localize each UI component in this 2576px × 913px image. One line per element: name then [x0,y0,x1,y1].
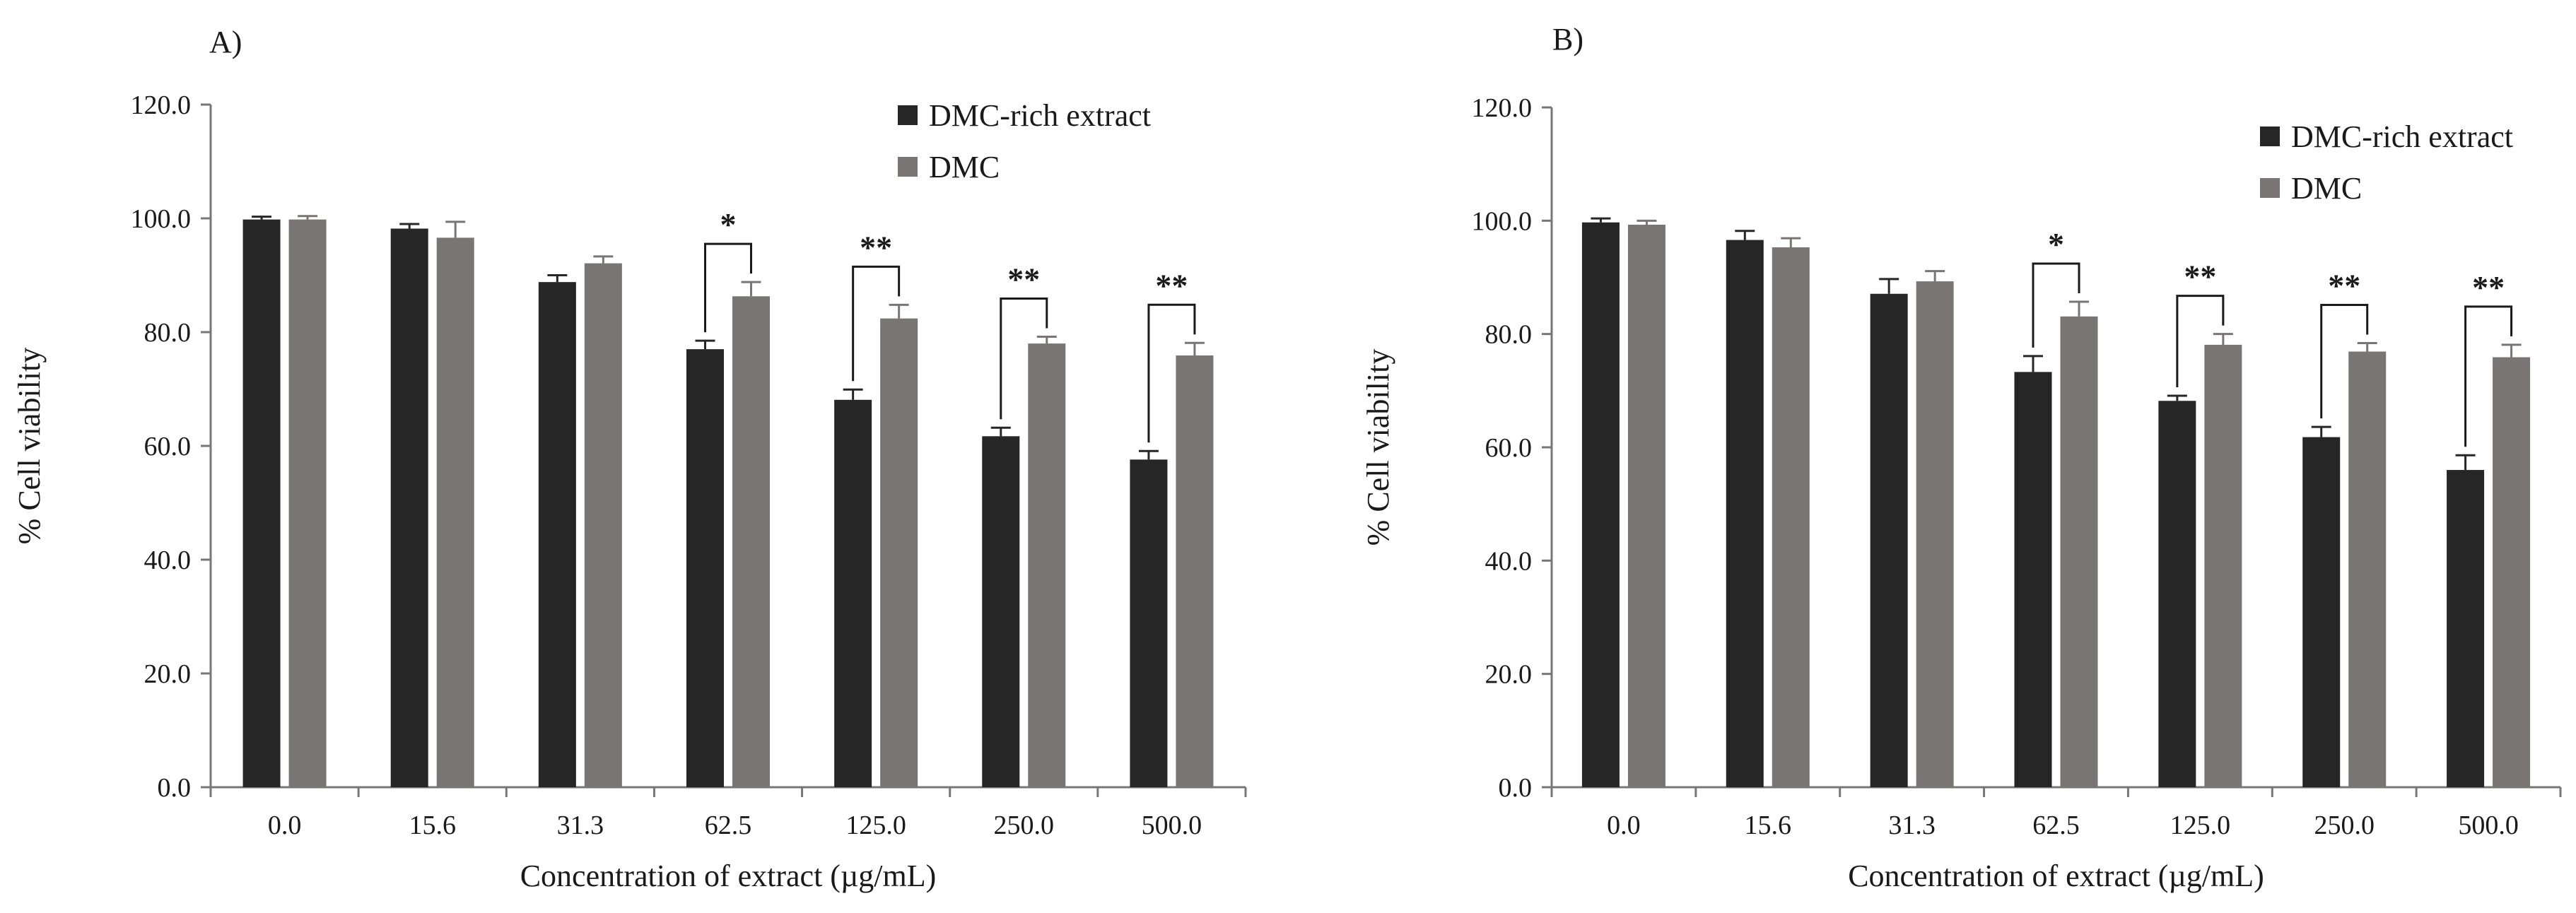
significance-bracket [704,242,752,333]
bar-dmc-rich-extract [2302,437,2341,787]
bar-dmc-rich-extract [1726,240,1764,788]
bar-dmc [732,296,770,787]
x-tick-label: 0.0 [268,811,302,840]
legend-swatch-dmc-rich-extract [898,105,918,125]
bar-dmc [2060,316,2098,787]
y-tick-label: 0.0 [1499,773,1533,803]
significance-bracket [2032,262,2080,348]
legend: DMC-rich extract DMC [2260,119,2513,206]
legend-label: DMC-rich extract [2291,119,2513,154]
x-tick-label: 125.0 [845,811,906,840]
bar-dmc [2348,351,2387,788]
bar-dmc-rich-extract [1870,293,1908,788]
x-tick-label: 62.5 [2032,811,2080,840]
bar-dmc-rich-extract [1581,222,1620,787]
legend-label: DMC [929,150,1000,184]
bar-dmc [436,237,474,787]
legend: DMC-rich extract DMC [898,98,1151,184]
bar-dmc [1176,355,1214,787]
legend-label: DMC [2291,171,2362,206]
bar-dmc-rich-extract [538,282,576,787]
y-tick-label: 120.0 [1472,93,1533,123]
y-tick-label: 80.0 [1485,320,1533,350]
y-tick-label: 20.0 [1485,660,1533,690]
bar-dmc [1772,247,1810,787]
x-tick-label: 15.6 [409,811,456,840]
x-tick-label: 125.0 [2170,811,2231,840]
significance-marker: * [2048,226,2064,262]
x-tick-label: 0.0 [1607,811,1641,840]
bar-dmc [880,318,918,787]
y-tick-label: 20.0 [144,659,192,689]
x-tick-label: 500.0 [1142,811,1202,840]
significance-bracket [2464,305,2513,447]
bar-dmc-rich-extract [834,399,872,787]
bar-dmc [288,219,327,787]
y-tick-label: 40.0 [1485,546,1533,576]
legend-swatch-dmc [2260,178,2280,198]
significance-marker: ** [2472,269,2505,305]
x-tick-label: 31.3 [557,811,604,840]
legend-swatch-dmc [898,157,918,177]
y-tick-label: 100.0 [131,204,192,234]
significance-marker: ** [2184,259,2216,295]
y-tick-label: 80.0 [144,318,192,348]
x-tick-label: 31.3 [1888,811,1936,840]
bar-dmc [2493,357,2531,787]
significance-marker: * [720,206,737,242]
legend-label: DMC-rich extract [929,98,1151,133]
significance-bracket [1147,303,1196,443]
bar-dmc [2204,344,2242,788]
panel-label: B) [1552,22,1583,57]
significance-marker: ** [1007,261,1040,297]
significance-bracket [2176,295,2225,388]
significance-bracket [1000,297,1048,420]
significance-marker: ** [2328,267,2360,303]
y-tick-label: 100.0 [1472,206,1533,236]
significance-marker: ** [860,229,892,265]
y-tick-label: 60.0 [1485,433,1533,463]
bar-dmc [1028,343,1066,788]
bar-dmc-rich-extract [982,436,1020,787]
bar-dmc [1916,281,1954,787]
significance-marker: ** [1155,267,1188,303]
bar-dmc [584,263,622,788]
bar-dmc-rich-extract [2014,372,2052,787]
y-tick-label: 60.0 [144,432,192,461]
significance-bracket [852,265,901,382]
panel-label: A) [209,25,242,59]
x-tick-label: 62.5 [705,811,752,840]
legend-swatch-dmc-rich-extract [2260,126,2280,146]
bar-dmc [1627,224,1665,787]
x-tick-label: 15.6 [1745,811,1792,840]
significance-bracket [2320,303,2369,419]
bar-dmc-rich-extract [390,228,428,787]
y-axis-title: % Cell viability [12,348,47,545]
y-tick-label: 120.0 [131,90,192,120]
chart-panel-b: B) 0.0 20.0 40.0 60.0 80.0 100.0 120.0 0.0 15.6 31… [1361,22,2562,893]
y-axis-title: % Cell viability [1361,349,1395,546]
y-tick-label: 40.0 [144,546,192,575]
x-tick-label: 500.0 [2458,811,2519,840]
y-tick-label: 0.0 [158,773,192,803]
bar-dmc-rich-extract [2447,470,2485,787]
bar-dmc-rich-extract [242,219,281,787]
x-tick-label: 250.0 [2314,811,2375,840]
x-axis-title: Concentration of extract (µg/mL) [1848,859,2264,893]
chart-panel-a: A) 0.0 20.0 40.0 60.0 80.0 100.0 120.0 0.0 15.6 31… [12,25,1247,893]
x-tick-label: 250.0 [994,811,1055,840]
bar-dmc-rich-extract [1130,459,1168,787]
bar-dmc-rich-extract [2158,401,2196,787]
bar-dmc-rich-extract [686,349,724,787]
x-axis-title: Concentration of extract (µg/mL) [520,859,937,893]
